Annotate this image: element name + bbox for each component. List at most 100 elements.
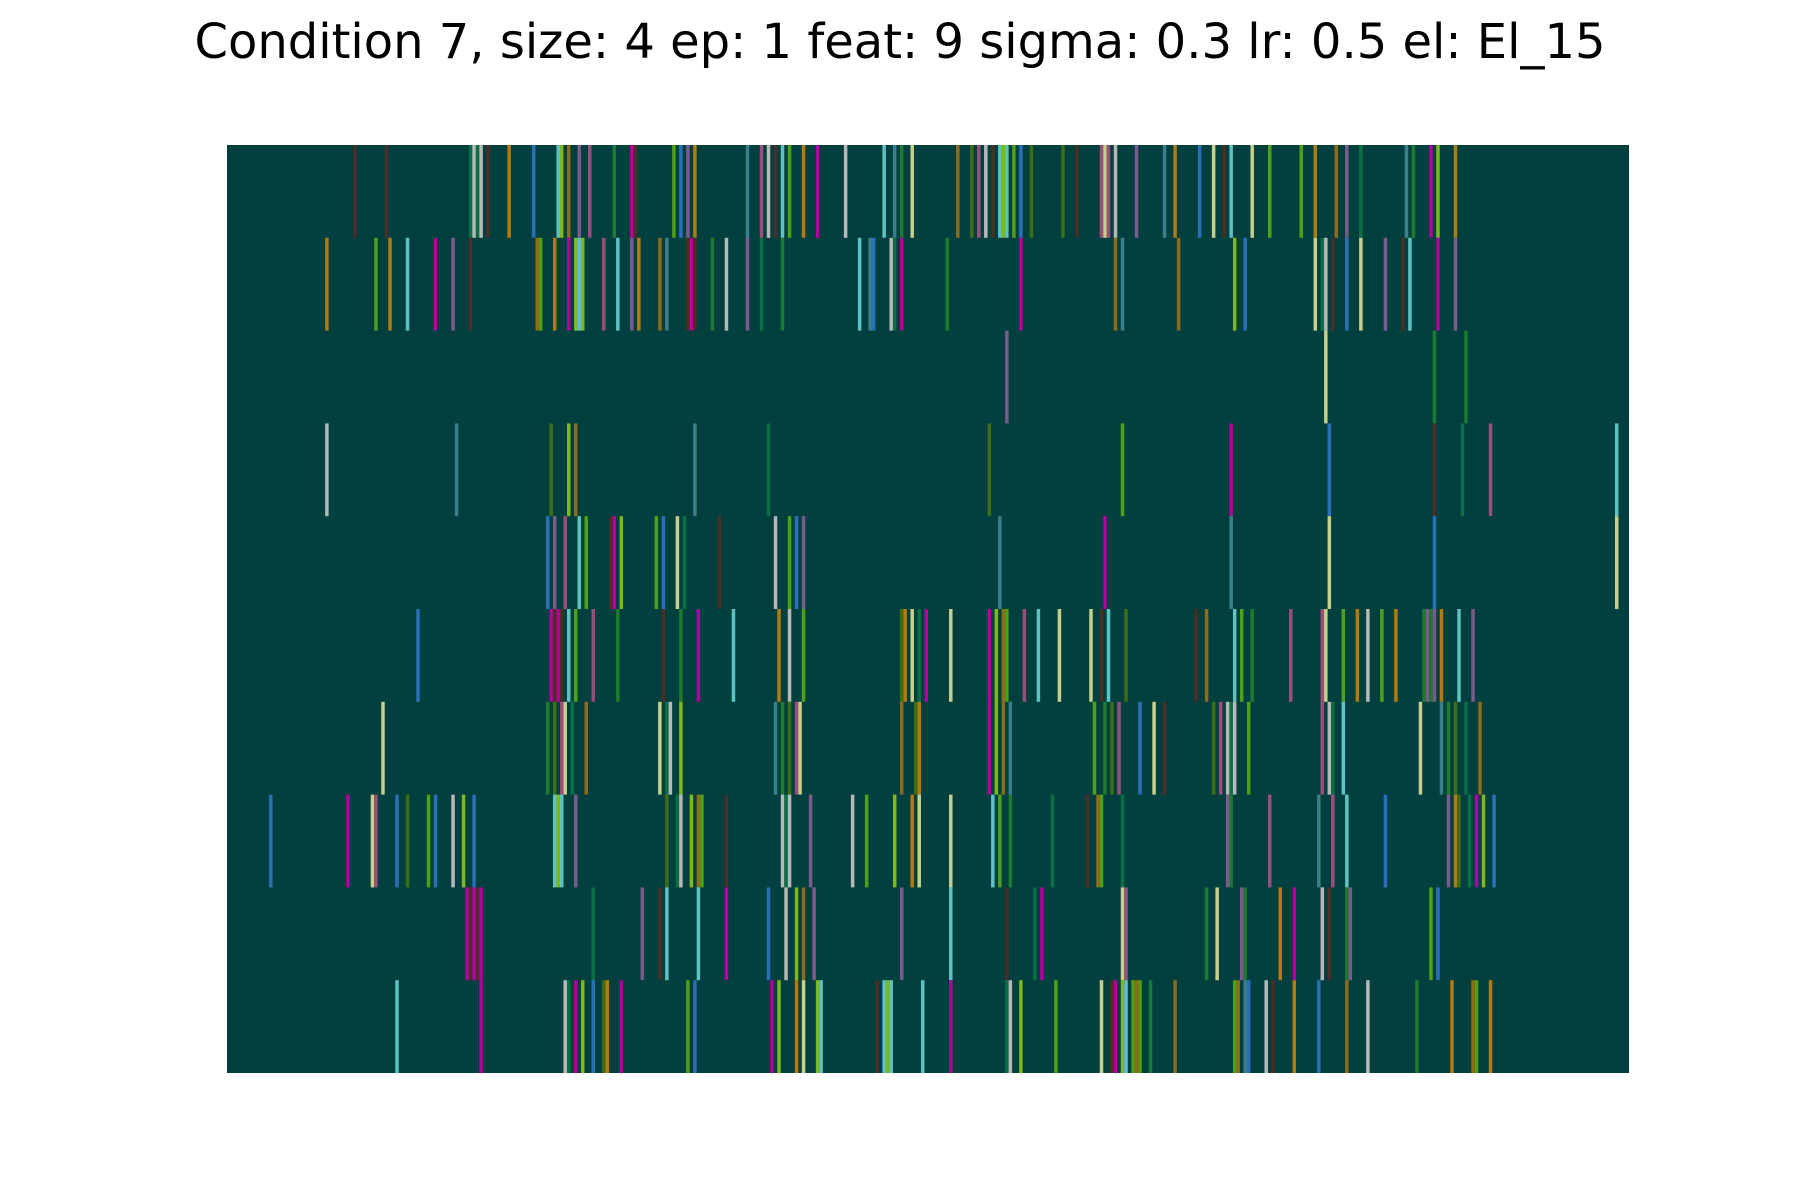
heatmap-cell [552, 609, 557, 702]
heatmap-cell [384, 145, 389, 238]
chart-title: Condition 7, size: 4 ep: 1 feat: 9 sigma… [194, 14, 1606, 70]
heatmap-cell [1134, 980, 1139, 1073]
heatmap-cell [1292, 887, 1297, 981]
heatmap-cell [475, 145, 480, 238]
heatmap-cell [1124, 887, 1128, 981]
heatmap-cell [1229, 516, 1233, 609]
heatmap-cell [1439, 609, 1444, 702]
heatmap-cell [679, 145, 683, 238]
heatmap-cell [1464, 330, 1468, 424]
heatmap-cell [1106, 145, 1111, 238]
heatmap-cell [1204, 887, 1209, 981]
heatmap-cell [556, 609, 560, 702]
heatmap-cell [507, 145, 511, 238]
heatmap-cell [545, 701, 550, 795]
heatmap-cell [566, 423, 571, 517]
heatmap-cell [325, 423, 329, 517]
heatmap-cell [1099, 794, 1104, 888]
heatmap-cell [998, 794, 1002, 888]
heatmap-cell [679, 701, 683, 795]
heatmap-cell [766, 145, 771, 238]
heatmap-cell [1324, 609, 1328, 702]
heatmap-cell [1324, 330, 1328, 424]
heatmap-cell [1429, 145, 1433, 238]
heatmap-cell [801, 887, 806, 981]
heatmap-cell [1432, 423, 1437, 517]
heatmap-cell [1429, 887, 1433, 981]
heatmap-cell [724, 237, 729, 331]
heatmap-cell [591, 609, 596, 702]
heatmap-cell [1345, 145, 1349, 238]
heatmap-cell [1054, 980, 1058, 1073]
heatmap-cell [1162, 701, 1167, 795]
heatmap-cell [1019, 980, 1023, 1073]
heatmap-cell [1008, 701, 1013, 795]
heatmap-cell [1453, 237, 1458, 331]
heatmap-cell [1383, 237, 1388, 331]
heatmap-cell [1327, 423, 1332, 517]
heatmap-cell [1327, 516, 1332, 609]
heatmap-cell [1134, 145, 1139, 238]
heatmap-cell [1289, 609, 1293, 702]
heatmap-cell [1001, 145, 1006, 238]
heatmap-cell [1222, 145, 1226, 238]
heatmap-cell [903, 609, 907, 702]
heatmap-cell [1320, 701, 1325, 795]
heatmap-cell [987, 423, 992, 517]
heatmap-cell [1331, 701, 1335, 795]
heatmap-cell [1229, 145, 1233, 238]
heatmap-cell [1022, 609, 1027, 702]
heatmap-cell [556, 794, 560, 888]
heatmap-cell [1138, 701, 1142, 795]
heatmap-cell [1432, 330, 1437, 424]
heatmap-cell [987, 609, 992, 702]
heatmap-cell [766, 887, 771, 981]
heatmap-cell [794, 980, 799, 1073]
heatmap-cell [346, 794, 350, 888]
heatmap-cell [619, 516, 624, 609]
heatmap-cell [1432, 609, 1437, 702]
heatmap-cell [1239, 609, 1244, 702]
heatmap-cell [675, 516, 680, 609]
heatmap-cell [1229, 423, 1233, 517]
heatmap-cell [787, 701, 792, 795]
heatmap-cell [591, 980, 596, 1073]
heatmap-cell [1113, 980, 1118, 1073]
heatmap-cell [1204, 609, 1209, 702]
heatmap-cell [1250, 145, 1254, 238]
heatmap-cell [710, 237, 715, 331]
heatmap-cell [658, 237, 662, 331]
heatmap-cell [770, 980, 774, 1073]
heatmap-cell [574, 980, 578, 1073]
heatmap-cell [949, 980, 953, 1073]
heatmap-cell [605, 980, 610, 1073]
heatmap-cell [1092, 701, 1097, 795]
heatmap-cell [574, 794, 578, 888]
heatmap-cell [1075, 145, 1079, 238]
heatmap-cell [1096, 794, 1100, 888]
heatmap-cell [1267, 794, 1272, 888]
heatmap-cell [535, 237, 539, 331]
heatmap-cell [1005, 887, 1009, 981]
heatmap-cell [917, 609, 921, 702]
heatmap-cell [693, 237, 697, 331]
heatmap-cell [899, 887, 904, 981]
heatmap-cell [577, 237, 581, 331]
heatmap-cell [1110, 701, 1114, 795]
heatmap-cell [1246, 701, 1251, 795]
heatmap-cell [920, 980, 925, 1073]
heatmap-cell [1120, 887, 1125, 981]
heatmap-cell [1471, 980, 1475, 1073]
heatmap-cell [794, 887, 799, 981]
heatmap-cell [630, 237, 634, 331]
heatmap-cell [479, 980, 483, 1073]
heatmap-cell [956, 145, 960, 238]
heatmap-cell [1464, 701, 1468, 795]
heatmap-cell [577, 516, 581, 609]
heatmap-cell [1436, 237, 1440, 331]
heatmap-cell [672, 145, 676, 238]
heatmap-cell [574, 423, 578, 517]
heatmap-cell [405, 794, 410, 888]
heatmap-cell [395, 794, 399, 888]
heatmap-cell [679, 794, 683, 888]
